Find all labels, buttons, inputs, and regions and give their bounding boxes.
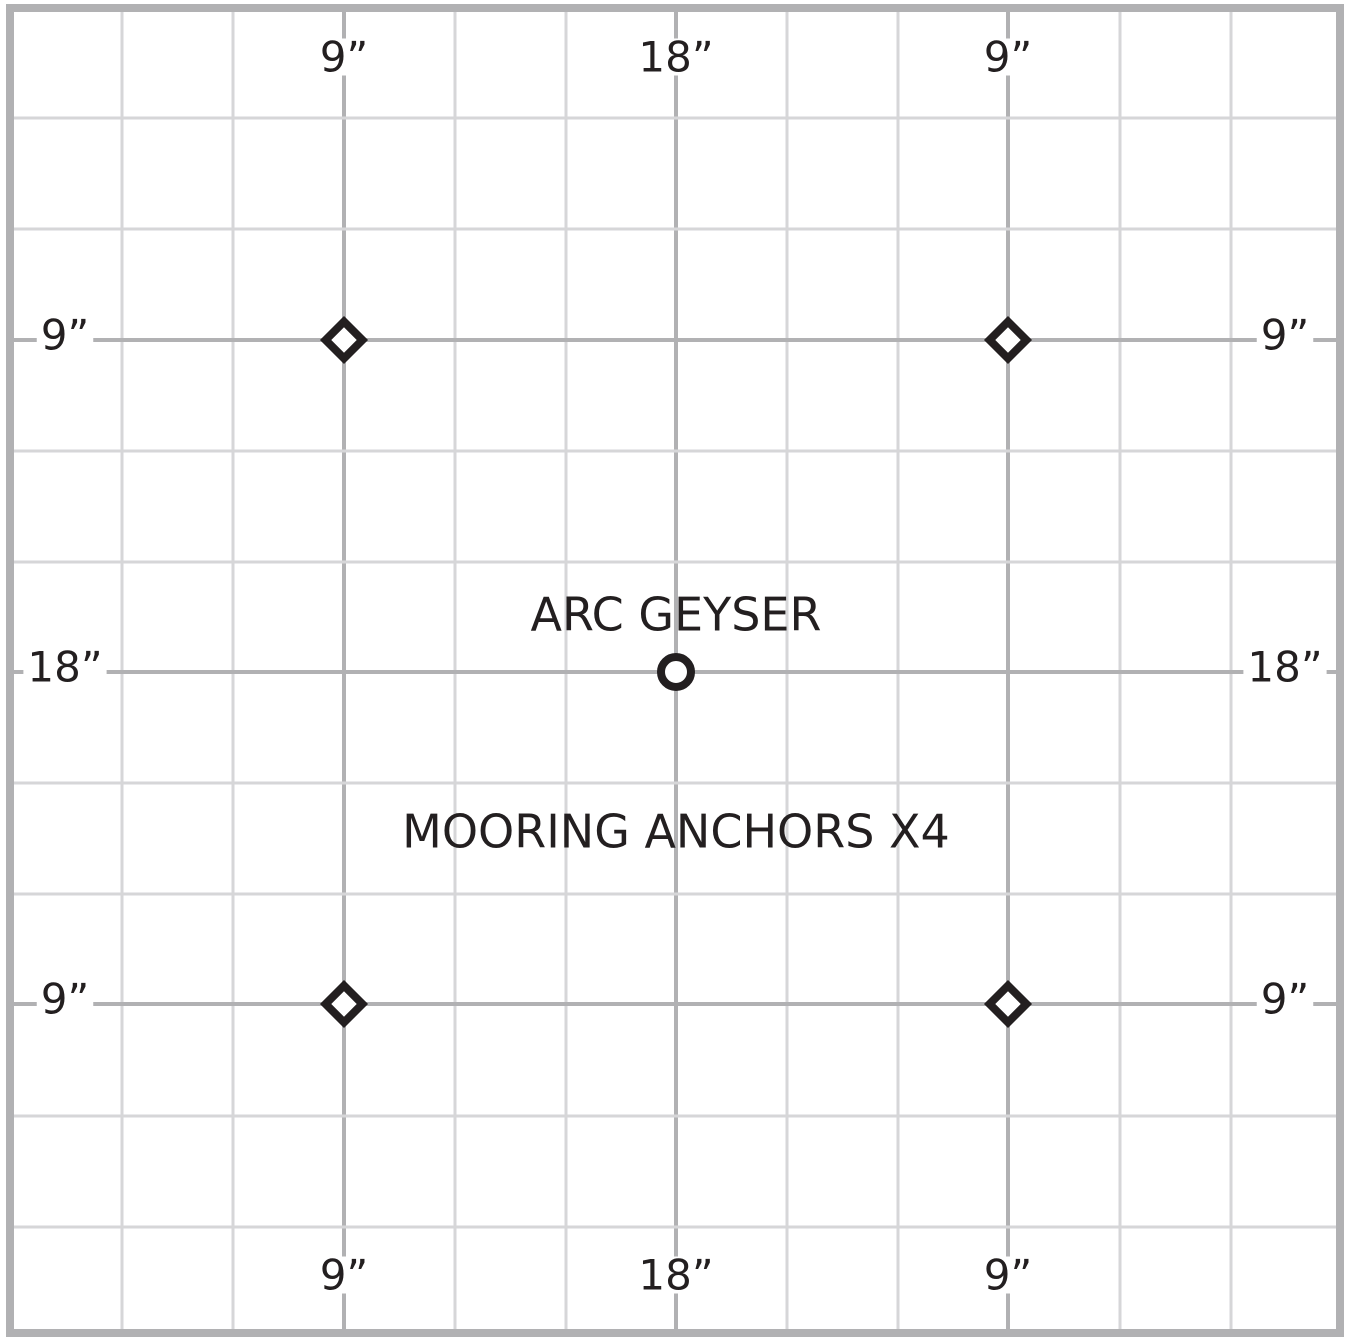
edge-label: 9” <box>984 1251 1032 1300</box>
anchor-marker <box>319 315 369 365</box>
label-background <box>36 316 94 354</box>
edge-label: 18” <box>638 1251 713 1300</box>
edge-labels: 9” 9” 18” 18” 9” 9” 9” 9” 18” 18” 9” 9” <box>23 33 1327 1300</box>
edge-label: 18” <box>1247 643 1322 692</box>
edge-label: 18” <box>638 33 713 82</box>
label-background <box>36 980 94 1018</box>
center-label: ARC GEYSER <box>531 588 822 642</box>
label-background <box>315 38 373 76</box>
grid <box>10 8 1340 1333</box>
anchor-marker <box>983 315 1033 365</box>
label-background <box>979 1256 1037 1294</box>
anchors-label: MOORING ANCHORS X4 <box>402 805 950 859</box>
frame <box>6 4 1344 1337</box>
label-background <box>23 648 107 686</box>
label-background <box>315 1256 373 1294</box>
label-background <box>634 1256 718 1294</box>
edge-label: 9” <box>320 33 368 82</box>
edge-label: 9” <box>1261 975 1309 1024</box>
label-background <box>1256 980 1314 1018</box>
label-background <box>634 38 718 76</box>
edge-label: 9” <box>41 975 89 1024</box>
anchor-marker <box>319 979 369 1029</box>
edge-label: 9” <box>1261 311 1309 360</box>
edge-label: 18” <box>27 643 102 692</box>
label-background <box>1256 316 1314 354</box>
label-background <box>979 38 1037 76</box>
label-background <box>1243 648 1327 686</box>
edge-label: 9” <box>41 311 89 360</box>
geyser-marker <box>657 653 695 691</box>
edge-label: 9” <box>320 1251 368 1300</box>
anchor-markers <box>319 315 1033 1029</box>
anchor-marker <box>983 979 1033 1029</box>
edge-label: 9” <box>984 33 1032 82</box>
